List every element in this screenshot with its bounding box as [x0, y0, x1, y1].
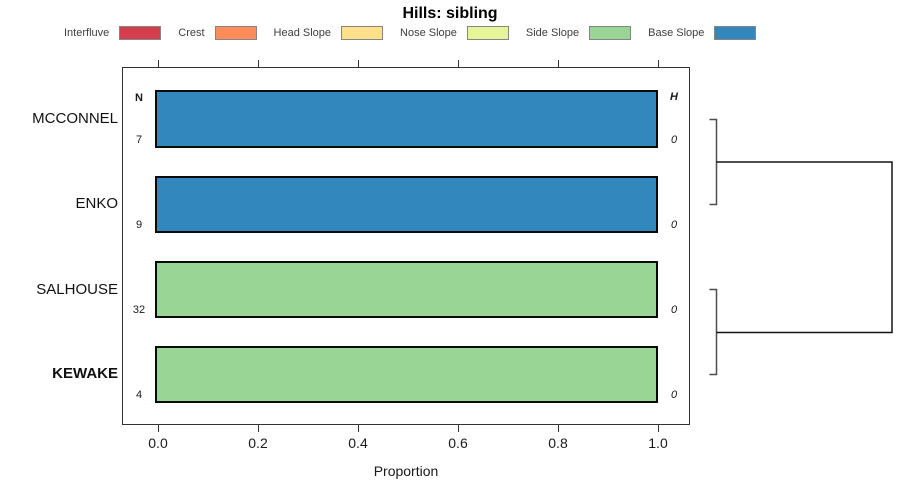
legend-swatch-interfluve [119, 26, 162, 40]
legend-swatch-nose-slope [466, 26, 509, 40]
legend-swatch-head-slope [341, 26, 384, 40]
top-axis-tick [358, 60, 359, 67]
n-value: 7 [135, 134, 143, 146]
n-value: 9 [135, 219, 143, 231]
dendrogram-merge-links [716, 161, 893, 334]
legend-item-nose-slope: Nose Slope [400, 26, 509, 40]
legend-item-side-slope: Side Slope [525, 26, 632, 40]
row-label-mcconnel: MCCONNEL [32, 110, 118, 127]
h-value: 0 [670, 219, 678, 231]
legend-label: Interfluve [64, 27, 110, 39]
x-axis-label: Proportion [373, 463, 439, 479]
x-axis-tick-label: 0.0 [148, 435, 168, 451]
legend-swatch-base-slope [714, 26, 757, 40]
h-column-header: H [670, 91, 678, 103]
h-value: 0 [670, 304, 678, 316]
top-axis-tick [258, 60, 259, 67]
x-axis-tick-label: 0.8 [548, 435, 568, 451]
proportion-bar-enko [155, 176, 658, 233]
h-value: 0 [670, 134, 678, 146]
top-axis-tick [658, 60, 659, 67]
legend-label: Nose Slope [400, 27, 457, 39]
legend: Interfluve Crest Head Slope Nose Slope S… [64, 25, 757, 41]
x-axis-tick-label: 1.0 [648, 435, 668, 451]
bottom-axis-tick [458, 425, 459, 432]
top-axis-tick [158, 60, 159, 67]
proportion-bar-salhouse [155, 261, 658, 318]
legend-item-base-slope: Base Slope [648, 26, 757, 40]
legend-swatch-crest [214, 26, 257, 40]
bar-segment [157, 178, 656, 231]
h-value: 0 [670, 389, 678, 401]
legend-item-head-slope: Head Slope [274, 26, 384, 40]
x-axis-tick-label: 0.6 [448, 435, 468, 451]
bottom-axis-tick [258, 425, 259, 432]
n-value: 4 [135, 389, 143, 401]
legend-label: Head Slope [273, 27, 332, 39]
legend-item-crest: Crest [178, 26, 257, 40]
x-axis-tick-label: 0.4 [348, 435, 368, 451]
legend-swatch-side-slope [589, 26, 632, 40]
n-value: 32 [132, 304, 146, 316]
bar-segment [157, 348, 656, 401]
bar-segment [157, 92, 656, 146]
plot-area [122, 67, 690, 425]
legend-item-interfluve: Interfluve [64, 26, 162, 40]
row-label-kewake: KEWAKE [52, 365, 118, 382]
dendrogram-leaf-brackets [709, 118, 718, 376]
bottom-axis-tick [658, 425, 659, 432]
row-label-salhouse: SALHOUSE [36, 281, 118, 298]
n-column-header: N [135, 92, 143, 104]
bottom-axis-tick [158, 425, 159, 432]
row-label-enko: ENKO [75, 195, 118, 212]
proportion-bar-kewake [155, 346, 658, 403]
bottom-axis-tick [358, 425, 359, 432]
x-axis-tick-label: 0.2 [248, 435, 268, 451]
proportion-bar-mcconnel [155, 90, 658, 148]
bar-segment [157, 263, 656, 316]
chart-title: Hills: sibling [402, 5, 498, 22]
legend-label: Crest [178, 27, 205, 39]
top-axis-tick [458, 60, 459, 67]
legend-label: Base Slope [648, 27, 705, 39]
top-axis-tick [558, 60, 559, 67]
bottom-axis-tick [558, 425, 559, 432]
legend-label: Side Slope [525, 27, 580, 39]
